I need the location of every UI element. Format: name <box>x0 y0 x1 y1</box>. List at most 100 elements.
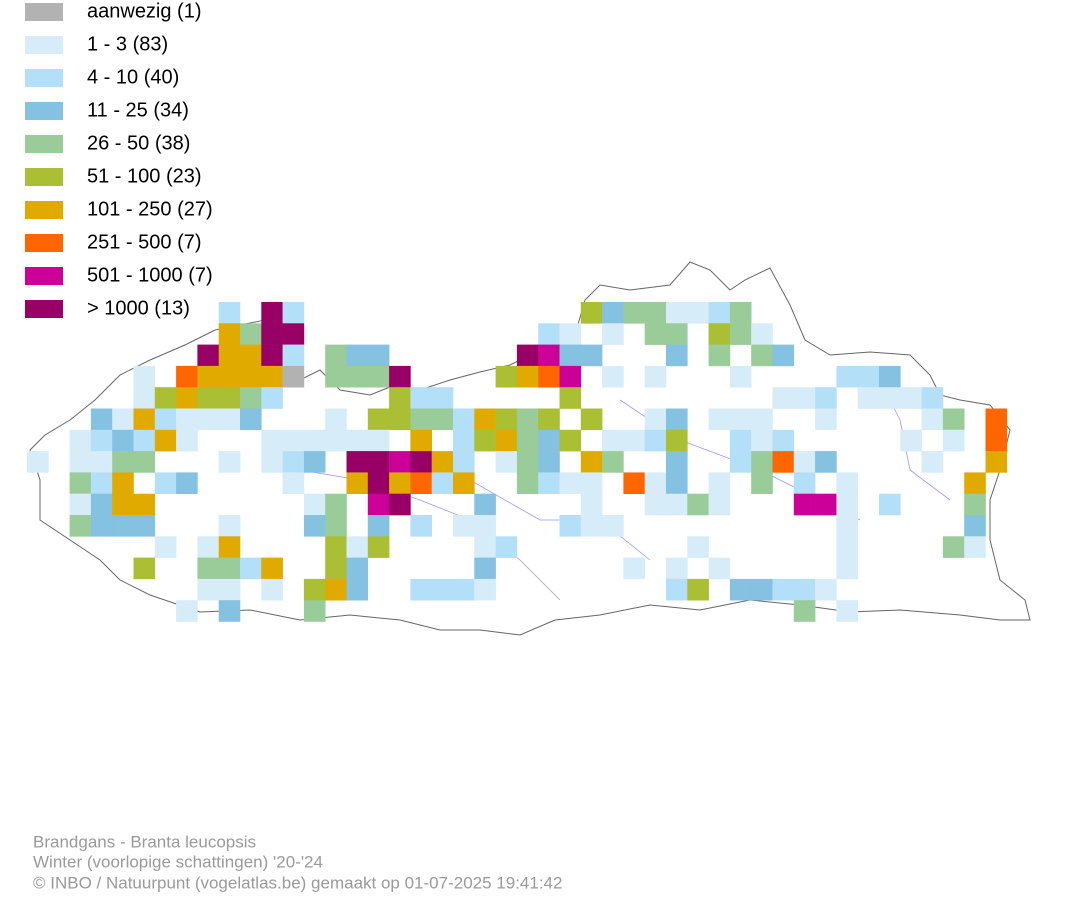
grid-cell <box>303 578 326 601</box>
grid-cell <box>197 344 219 367</box>
grid-cell <box>218 387 241 409</box>
grid-cell <box>346 536 369 558</box>
grid-cell <box>218 536 241 558</box>
grid-cell <box>474 557 496 580</box>
grid-cell <box>240 365 262 388</box>
grid-cell <box>431 451 454 473</box>
grid-cell <box>346 578 369 601</box>
grid-cell <box>410 472 432 494</box>
grid-cell <box>793 493 816 516</box>
grid-cell <box>644 493 667 516</box>
grid-cell <box>516 365 539 388</box>
grid-cell <box>772 429 795 452</box>
legend-label: 4 - 10 (40) <box>87 66 179 88</box>
grid-cell <box>687 578 709 601</box>
grid-cell <box>325 408 347 431</box>
grid-cell <box>325 557 347 580</box>
grid-cell <box>325 493 347 516</box>
grid-cell <box>666 323 688 345</box>
legend-label: 26 - 50 (38) <box>87 132 190 154</box>
grid-cell <box>410 515 432 537</box>
grid-cell <box>580 493 603 516</box>
grid-cell <box>559 344 582 367</box>
grid-cell <box>261 451 283 473</box>
grid-cell <box>729 578 752 601</box>
grid-cell <box>410 578 432 601</box>
grid-cell <box>367 365 390 388</box>
grid-cell <box>282 323 305 345</box>
grid-cell <box>836 536 858 558</box>
grid-cell <box>112 451 134 473</box>
grid-cell <box>325 578 347 601</box>
grid-cell <box>69 515 92 537</box>
grid-cell <box>176 365 198 388</box>
grid-cell <box>836 600 858 622</box>
grid-cell <box>389 365 411 388</box>
grid-cell <box>708 302 731 324</box>
grid-cell <box>410 387 432 409</box>
grid-cell <box>729 429 752 452</box>
grid-cell <box>516 451 539 473</box>
grid-cell <box>644 472 667 494</box>
grid-cell <box>367 408 390 431</box>
grid-cell <box>879 493 901 516</box>
grid-cell <box>559 323 582 345</box>
grid-cell <box>602 429 624 452</box>
grid-cell <box>325 365 347 388</box>
grid-cell <box>69 493 92 516</box>
grid-cell <box>346 429 369 452</box>
grid-cell <box>282 429 305 452</box>
grid-cell <box>751 472 773 494</box>
grid-cell <box>303 600 326 622</box>
grid-cell <box>687 302 709 324</box>
grid-cell <box>90 515 113 537</box>
grid-cell <box>90 472 113 494</box>
grid-cell <box>879 365 901 388</box>
legend-label: aanwezig (1) <box>87 0 202 22</box>
grid-cell <box>538 451 560 473</box>
legend-label: 101 - 250 (27) <box>87 198 213 220</box>
grid-cell <box>580 472 603 494</box>
grid-cell <box>389 493 411 516</box>
grid-cell <box>538 323 560 345</box>
grid-cell <box>985 429 1008 452</box>
grid-cell <box>303 429 326 452</box>
grid-cell <box>90 493 113 516</box>
grid-cell <box>261 323 283 345</box>
grid-cell <box>197 408 219 431</box>
grid-cell <box>538 429 560 452</box>
grid-cell <box>985 451 1008 473</box>
grid-cell <box>133 493 156 516</box>
grid-cell <box>27 451 49 473</box>
grid-cell <box>623 557 645 580</box>
grid-cell <box>772 578 795 601</box>
grid-cell <box>218 344 241 367</box>
grid-cell <box>474 536 496 558</box>
grid-cell <box>282 451 305 473</box>
grid-cell <box>751 344 773 367</box>
grid-cell <box>495 429 518 452</box>
grid-cell <box>431 387 454 409</box>
grid-cell <box>346 344 369 367</box>
legend-swatch <box>25 267 63 285</box>
grid-cell <box>282 302 305 324</box>
grid-cell <box>261 387 283 409</box>
grid-cell <box>218 557 241 580</box>
legend-swatch <box>25 168 63 186</box>
grid-cell <box>240 344 262 367</box>
legend-swatch <box>25 36 63 54</box>
grid-cell <box>729 451 752 473</box>
grid-cell <box>964 536 986 558</box>
grid-cell <box>410 408 432 431</box>
grid-cell <box>964 472 986 494</box>
grid-cell <box>793 472 816 494</box>
grid-cell <box>729 323 752 345</box>
grid-cell <box>666 472 688 494</box>
grid-cell <box>261 365 283 388</box>
grid-cell <box>197 387 219 409</box>
grid-cell <box>367 493 390 516</box>
legend-label: 501 - 1000 (7) <box>87 264 213 286</box>
grid-cell <box>793 600 816 622</box>
grid-cell <box>708 323 731 345</box>
